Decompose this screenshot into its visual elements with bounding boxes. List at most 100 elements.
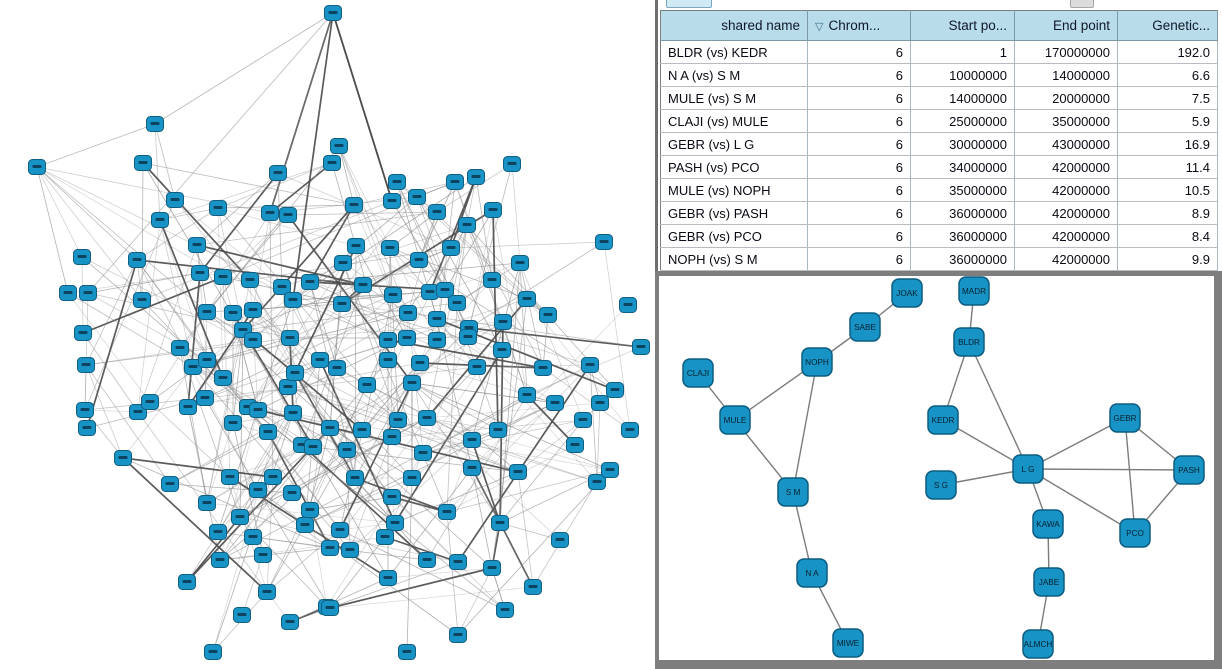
dense-network-node[interactable]	[591, 395, 609, 411]
dense-network-node[interactable]	[383, 429, 401, 445]
cell-genetic[interactable]: 10.5	[1117, 178, 1218, 202]
dense-network-node[interactable]	[410, 252, 428, 268]
dense-network-node[interactable]	[468, 359, 486, 375]
cell-shared-name[interactable]: GEBR (vs) L G	[660, 132, 808, 156]
cell-shared-name[interactable]: N A (vs) S M	[660, 63, 808, 87]
dense-network-node[interactable]	[384, 287, 402, 303]
cell-shared-name[interactable]: BLDR (vs) KEDR	[660, 40, 808, 64]
tab-fragment[interactable]	[1070, 0, 1094, 8]
dense-network-node[interactable]	[438, 504, 456, 520]
dense-network-node[interactable]	[494, 314, 512, 330]
dense-network-node[interactable]	[221, 469, 239, 485]
cell-start-position[interactable]: 36000000	[910, 247, 1015, 271]
table-row[interactable]: N A (vs) S M 6 10000000 14000000 6.6	[660, 63, 1218, 87]
dense-network-node[interactable]	[376, 529, 394, 545]
dense-network-node[interactable]	[534, 360, 552, 376]
cell-genetic[interactable]: 9.9	[1117, 247, 1218, 271]
column-header-end-point[interactable]: End point	[1014, 10, 1118, 41]
dense-network-node[interactable]	[330, 138, 348, 154]
dense-network-node[interactable]	[379, 570, 397, 586]
dense-network-node[interactable]	[179, 399, 197, 415]
dense-network-node[interactable]	[188, 237, 206, 253]
dense-network-node[interactable]	[284, 292, 302, 308]
cell-start-position[interactable]: 35000000	[910, 178, 1015, 202]
dense-network-node[interactable]	[249, 402, 267, 418]
dense-network-node[interactable]	[198, 495, 216, 511]
cell-genetic[interactable]: 16.9	[1117, 132, 1218, 156]
subnetwork-node-joak[interactable]: JOAK	[891, 278, 923, 308]
subnetwork-edge[interactable]	[792, 361, 818, 493]
dense-network-node[interactable]	[503, 156, 521, 172]
dense-network-node[interactable]	[428, 311, 446, 327]
dense-network-node[interactable]	[214, 370, 232, 386]
dense-network-node[interactable]	[448, 295, 466, 311]
subnetwork-edge[interactable]	[1124, 417, 1136, 534]
cell-start-position[interactable]: 36000000	[910, 201, 1015, 225]
dense-network-node[interactable]	[581, 357, 599, 373]
dense-network-node[interactable]	[233, 607, 251, 623]
dense-network-node[interactable]	[546, 395, 564, 411]
cell-start-position[interactable]: 36000000	[910, 224, 1015, 248]
dense-network-node[interactable]	[588, 474, 606, 490]
dense-network-node[interactable]	[211, 552, 229, 568]
dense-network-node[interactable]	[283, 485, 301, 501]
dense-network-node[interactable]	[269, 165, 287, 181]
tab-fragment[interactable]	[666, 0, 712, 8]
dense-network-node[interactable]	[141, 394, 159, 410]
cell-end-point[interactable]: 170000000	[1014, 40, 1118, 64]
dense-network-node[interactable]	[493, 342, 511, 358]
dense-network-node[interactable]	[244, 529, 262, 545]
dense-network-node[interactable]	[595, 234, 613, 250]
dense-network-node[interactable]	[388, 174, 406, 190]
dense-network-node[interactable]	[334, 255, 352, 271]
cell-genetic[interactable]: 8.9	[1117, 201, 1218, 225]
cell-chromosome[interactable]: 6	[807, 201, 911, 225]
dense-network-node[interactable]	[403, 470, 421, 486]
dense-network-node[interactable]	[483, 560, 501, 576]
dense-network-node[interactable]	[418, 410, 436, 426]
dense-network-node[interactable]	[196, 390, 214, 406]
dense-network-node[interactable]	[296, 517, 314, 533]
table-row[interactable]: MULE (vs) S M 6 14000000 20000000 7.5	[660, 86, 1218, 110]
dense-network-node[interactable]	[171, 340, 189, 356]
dense-network-node[interactable]	[509, 464, 527, 480]
cell-end-point[interactable]: 20000000	[1014, 86, 1118, 110]
dense-network-node[interactable]	[463, 432, 481, 448]
dense-network-node[interactable]	[231, 509, 249, 525]
cell-shared-name[interactable]: GEBR (vs) PCO	[660, 224, 808, 248]
dense-network-node[interactable]	[436, 282, 454, 298]
cell-end-point[interactable]: 42000000	[1014, 224, 1118, 248]
subnetwork-edge[interactable]	[1027, 468, 1136, 534]
subnetwork-node-bldr[interactable]: BLDR	[953, 327, 985, 357]
subnetwork-node-pco[interactable]: PCO	[1119, 518, 1151, 548]
filter-icon[interactable]: ▽	[815, 21, 824, 33]
dense-network-node[interactable]	[328, 360, 346, 376]
dense-network-node[interactable]	[249, 482, 267, 498]
dense-network-node[interactable]	[286, 365, 304, 381]
dense-network-node[interactable]	[74, 325, 92, 341]
dense-network-node[interactable]	[574, 412, 592, 428]
dense-network-node[interactable]	[379, 352, 397, 368]
dense-network-node[interactable]	[114, 450, 132, 466]
dense-network-node[interactable]	[463, 460, 481, 476]
dense-network-node[interactable]	[244, 302, 262, 318]
cell-chromosome[interactable]: 6	[807, 63, 911, 87]
dense-network-node[interactable]	[606, 382, 624, 398]
dense-network-node[interactable]	[279, 379, 297, 395]
dense-network-node[interactable]	[418, 552, 436, 568]
dense-network-node[interactable]	[281, 614, 299, 630]
dense-network-node[interactable]	[333, 296, 351, 312]
cell-chromosome[interactable]: 6	[807, 40, 911, 64]
dense-network-node[interactable]	[621, 422, 639, 438]
subnetwork-node-l-g[interactable]: L G	[1012, 454, 1044, 484]
cell-start-position[interactable]: 14000000	[910, 86, 1015, 110]
dense-network-node[interactable]	[632, 339, 650, 355]
dense-network-node[interactable]	[151, 212, 169, 228]
dense-network-node[interactable]	[324, 5, 342, 21]
dense-network-node[interactable]	[198, 352, 216, 368]
column-header-shared-name[interactable]: shared name	[660, 10, 808, 41]
cell-shared-name[interactable]: PASH (vs) PCO	[660, 155, 808, 179]
cell-genetic[interactable]: 8.4	[1117, 224, 1218, 248]
subnetwork-node-miwe[interactable]: MIWE	[832, 628, 864, 658]
cell-end-point[interactable]: 42000000	[1014, 247, 1118, 271]
